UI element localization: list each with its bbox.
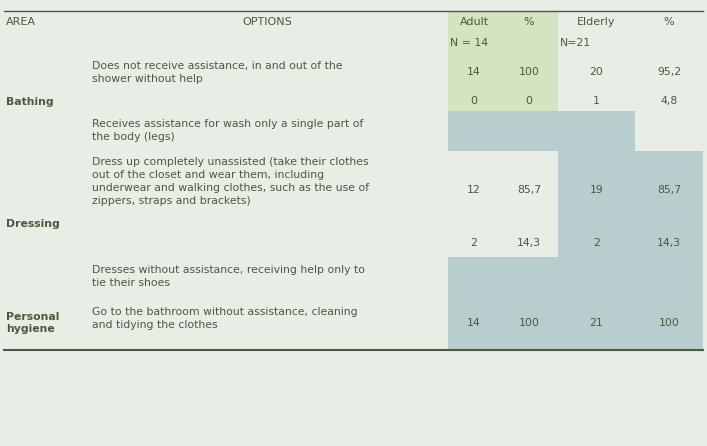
Text: 0: 0 <box>525 96 532 106</box>
Bar <box>558 111 635 151</box>
Bar <box>448 111 558 151</box>
Text: 100: 100 <box>518 318 539 328</box>
Text: Bathing: Bathing <box>6 97 54 107</box>
Text: Receives assistance for wash only a single part of: Receives assistance for wash only a sing… <box>92 119 363 129</box>
Text: Dressing: Dressing <box>6 219 60 229</box>
Text: 2: 2 <box>593 238 600 248</box>
Bar <box>558 297 703 349</box>
Text: 85,7: 85,7 <box>517 185 541 195</box>
Text: 12: 12 <box>467 185 481 195</box>
Text: Adult: Adult <box>460 17 489 27</box>
Text: 14: 14 <box>467 67 481 77</box>
Text: 100: 100 <box>658 318 679 328</box>
Text: out of the closet and wear them, including: out of the closet and wear them, includi… <box>92 170 324 180</box>
Text: the body (legs): the body (legs) <box>92 132 175 142</box>
Text: Elderly: Elderly <box>577 17 616 27</box>
Text: N = 14: N = 14 <box>450 38 488 48</box>
Text: 4,8: 4,8 <box>660 96 677 106</box>
Text: 20: 20 <box>590 67 604 77</box>
Text: 85,7: 85,7 <box>657 185 681 195</box>
Text: shower without help: shower without help <box>92 74 203 84</box>
Text: 2: 2 <box>471 238 477 248</box>
Text: underwear and walking clothes, such as the use of: underwear and walking clothes, such as t… <box>92 183 369 193</box>
Text: %: % <box>664 17 674 27</box>
Bar <box>448 11 558 111</box>
Bar <box>448 297 558 349</box>
Text: AREA: AREA <box>6 17 36 27</box>
Text: Go to the bathroom without assistance, cleaning: Go to the bathroom without assistance, c… <box>92 307 358 317</box>
Text: 1: 1 <box>593 96 600 106</box>
Text: N=21: N=21 <box>560 38 591 48</box>
Text: 14: 14 <box>467 318 481 328</box>
Text: 95,2: 95,2 <box>657 67 681 77</box>
Text: hygiene: hygiene <box>6 324 54 334</box>
Text: 14,3: 14,3 <box>517 238 541 248</box>
Text: Dresses without assistance, receiving help only to: Dresses without assistance, receiving he… <box>92 265 365 275</box>
Bar <box>558 151 703 297</box>
Text: and tidying the clothes: and tidying the clothes <box>92 320 218 330</box>
Text: OPTIONS: OPTIONS <box>242 17 292 27</box>
Text: 21: 21 <box>590 318 603 328</box>
Text: tie their shoes: tie their shoes <box>92 278 170 288</box>
Text: Dress up completely unassisted (take their clothes: Dress up completely unassisted (take the… <box>92 157 368 167</box>
Text: zippers, straps and brackets): zippers, straps and brackets) <box>92 196 251 206</box>
Text: 19: 19 <box>590 185 603 195</box>
Text: 100: 100 <box>518 67 539 77</box>
Text: 0: 0 <box>470 96 477 106</box>
Text: Personal: Personal <box>6 312 59 322</box>
Text: Does not receive assistance, in and out of the: Does not receive assistance, in and out … <box>92 61 342 71</box>
Bar <box>448 257 558 297</box>
Text: 14,3: 14,3 <box>657 238 681 248</box>
Text: %: % <box>524 17 534 27</box>
